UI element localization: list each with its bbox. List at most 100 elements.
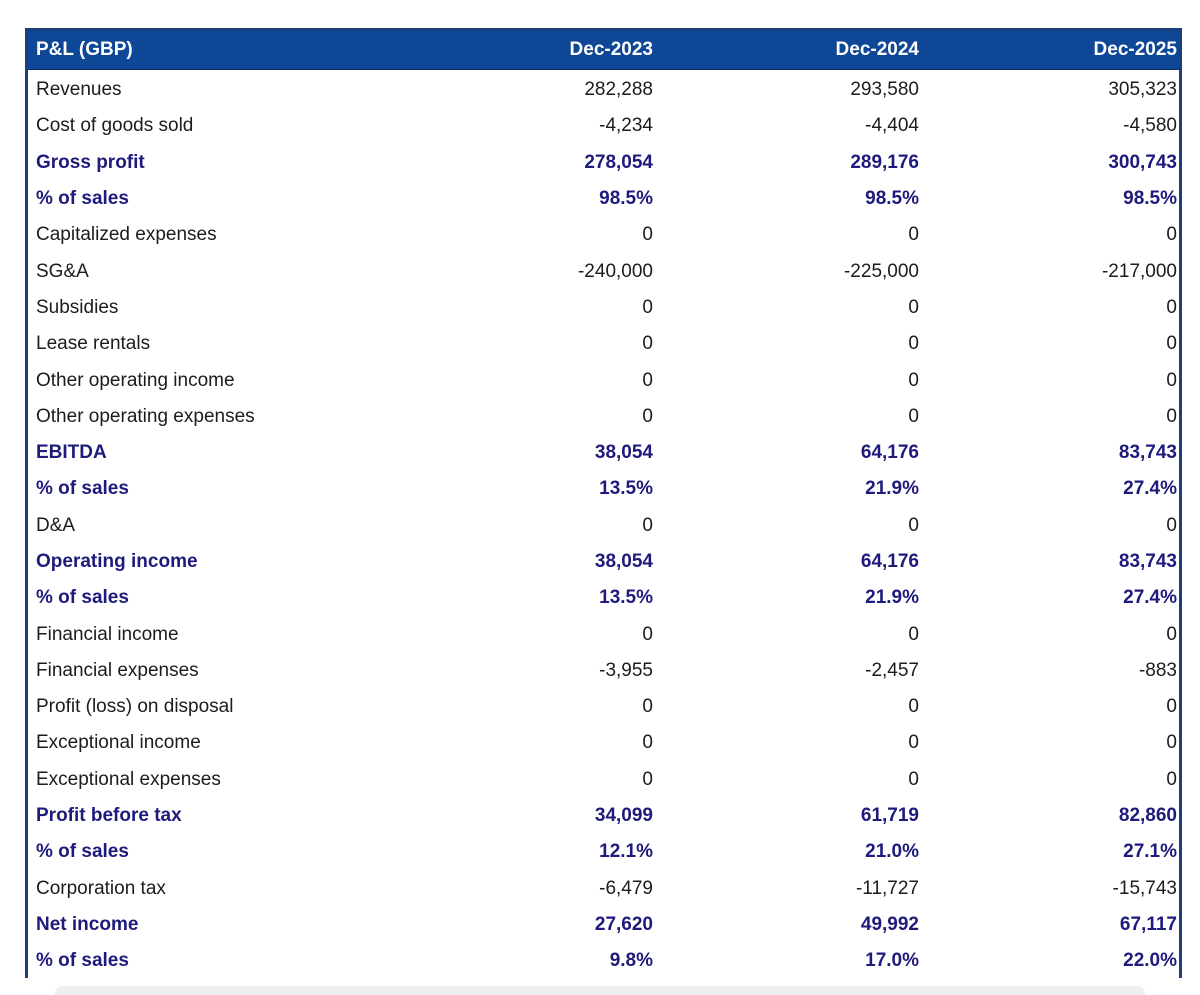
table-body: Revenues 282,288 293,580 305,323 Cost of goo… (28, 70, 1179, 980)
cell-value: 293,580 (850, 79, 919, 101)
row-label: Exceptional income (36, 732, 201, 754)
cell-value: -4,404 (865, 115, 919, 137)
cell-value: 67,117 (1119, 913, 1177, 935)
table-row: Financial expenses -3,955 -2,457 -883 (28, 652, 1179, 690)
row-label: Subsidies (36, 296, 119, 318)
cell-value: 282,288 (584, 79, 653, 101)
row-label: % of sales (36, 841, 129, 863)
cell-value: 0 (908, 623, 919, 645)
cell-value: 21.9% (865, 478, 919, 500)
table-row: % of sales 9.8% 17.0% 22.0% (28, 943, 1179, 980)
cell-value: 0 (1166, 732, 1177, 754)
row-label: Other operating income (36, 369, 235, 391)
cell-value: -240,000 (577, 260, 653, 282)
cell-value: 38,054 (594, 551, 653, 572)
row-label: Other operating expenses (36, 405, 255, 427)
table-row: % of sales 13.5% 21.9% 27.4% (28, 580, 1179, 617)
cell-value: -2,457 (865, 659, 919, 681)
row-label: % of sales (36, 188, 129, 210)
row-label: Profit before tax (36, 805, 182, 827)
cell-value: 61,719 (860, 805, 919, 827)
cell-value: 0 (642, 405, 653, 427)
table-row: Cost of goods sold -4,234 -4,404 -4,580 (28, 108, 1179, 145)
cell-value: 0 (642, 333, 653, 355)
cell-value: -6,479 (599, 877, 653, 899)
cell-value: 13.5% (599, 587, 653, 609)
table-row: Exceptional expenses 0 0 0 (28, 761, 1179, 798)
cell-value: 98.5% (1123, 188, 1177, 210)
table-row: Net income 27,620 49,992 67,117 (28, 906, 1179, 944)
cell-value: 82,860 (1118, 805, 1177, 827)
cell-value: 0 (1166, 623, 1177, 645)
row-label: Lease rentals (36, 333, 151, 355)
cell-value: 27.1% (1123, 841, 1177, 863)
cell-value: 0 (908, 224, 919, 246)
cell-value: 83,743 (1118, 551, 1177, 572)
cell-value: 34,099 (594, 805, 653, 827)
cell-value: 0 (908, 405, 919, 427)
cell-value: 0 (908, 369, 919, 391)
cell-value: 0 (642, 732, 653, 754)
cell-value: 0 (1166, 224, 1177, 246)
cell-value: 98.5% (865, 188, 919, 210)
cell-value: 9.8% (609, 950, 653, 972)
table-row: Capitalized expenses 0 0 0 (28, 217, 1179, 254)
pnl-table: P&L (GBP) Dec-2023 Dec-2024 Dec-2025 Rev… (25, 28, 1182, 980)
cell-value: 0 (642, 768, 653, 790)
table-row: Other operating income 0 0 0 (28, 362, 1179, 399)
row-label: Cost of goods sold (36, 115, 194, 137)
table-row: Profit before tax 34,099 61,719 82,860 (28, 797, 1179, 835)
header-col-dec-2024: Dec-2024 (835, 39, 919, 60)
cell-value: -15,743 (1112, 877, 1177, 899)
cell-value: 0 (908, 732, 919, 754)
table-row: Lease rentals 0 0 0 (28, 326, 1179, 363)
row-label: Gross profit (36, 151, 145, 173)
cell-value: 0 (1166, 369, 1177, 391)
cell-value: 0 (1166, 696, 1177, 718)
row-label: SG&A (36, 260, 89, 282)
table-row: Gross profit 278,054 289,176 300,743 (28, 144, 1179, 181)
cell-value: -3,955 (599, 659, 653, 681)
cell-value: 21.0% (865, 841, 919, 863)
cell-value: -4,234 (599, 115, 653, 137)
row-label: Corporation tax (36, 877, 166, 899)
cell-value: 0 (642, 623, 653, 645)
cell-value: 289,176 (850, 151, 919, 173)
table-row: Financial income 0 0 0 (28, 616, 1179, 653)
table-row: Revenues 282,288 293,580 305,323 (28, 72, 1179, 109)
cell-value: 300,743 (1108, 151, 1177, 173)
row-label: EBITDA (36, 442, 107, 464)
row-label: % of sales (36, 478, 129, 500)
table-row: EBITDA 38,054 64,176 83,743 (28, 434, 1179, 472)
table-header: P&L (GBP) Dec-2023 Dec-2024 Dec-2025 (28, 31, 1179, 70)
cell-value: 27,620 (594, 913, 653, 935)
row-label: Capitalized expenses (36, 224, 217, 246)
cell-value: 22.0% (1123, 950, 1177, 972)
cell-value: 0 (908, 296, 919, 318)
row-label: Revenues (36, 79, 122, 101)
cell-value: 0 (908, 696, 919, 718)
header-col-dec-2025: Dec-2025 (1093, 39, 1177, 60)
cell-value: 0 (642, 224, 653, 246)
cell-value: 38,054 (594, 442, 653, 464)
row-label: D&A (36, 514, 76, 536)
cell-value: 0 (1166, 296, 1177, 318)
cell-value: 0 (1166, 333, 1177, 355)
cell-value: 64,176 (860, 442, 919, 464)
cell-value: 27.4% (1123, 587, 1177, 609)
cell-value: 49,992 (860, 913, 919, 935)
table-row: SG&A -240,000 -225,000 -217,000 (28, 253, 1179, 290)
row-label: % of sales (36, 950, 129, 972)
table-row: % of sales 98.5% 98.5% 98.5% (28, 180, 1179, 218)
cell-value: 0 (1166, 768, 1177, 790)
cell-value: 12.1% (599, 841, 653, 863)
table-row: Corporation tax -6,479 -11,727 -15,743 (28, 870, 1179, 907)
cell-value: 0 (908, 514, 919, 536)
table-title: P&L (GBP) (36, 39, 133, 60)
cell-value: 0 (1166, 514, 1177, 536)
cell-value: 0 (642, 296, 653, 318)
cell-value: 0 (642, 514, 653, 536)
table-row: Exceptional income 0 0 0 (28, 725, 1179, 762)
cell-value: -883 (1138, 659, 1177, 681)
table-row: % of sales 13.5% 21.9% 27.4% (28, 471, 1179, 508)
